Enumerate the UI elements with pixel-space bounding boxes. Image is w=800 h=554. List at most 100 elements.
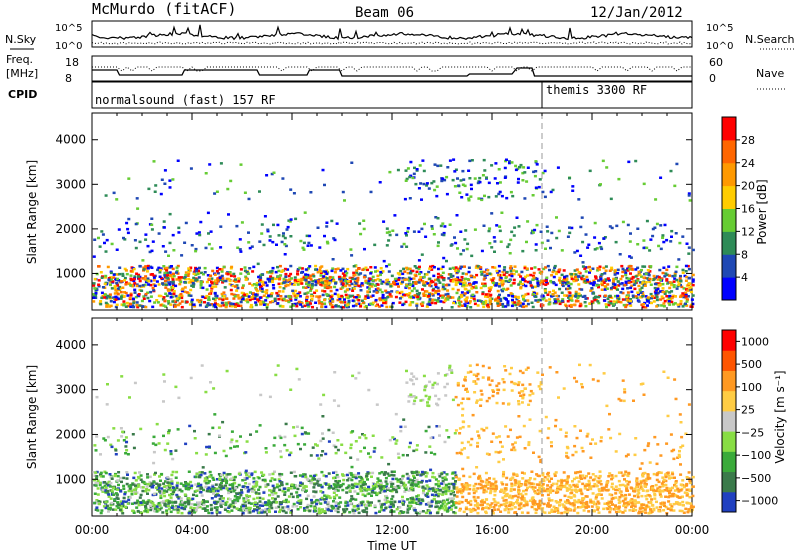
range-gate-cell bbox=[445, 488, 449, 491]
range-gate-cell bbox=[448, 368, 452, 372]
range-gate-cell bbox=[172, 490, 176, 493]
range-gate-cell bbox=[264, 451, 268, 454]
range-gate-cell bbox=[643, 265, 647, 268]
range-gate-cell bbox=[691, 475, 695, 479]
range-gate-cell bbox=[458, 295, 462, 299]
range-gate-cell bbox=[568, 286, 572, 290]
power-y-label: Slant Range [km] bbox=[25, 160, 39, 264]
range-gate-cell bbox=[667, 265, 671, 268]
range-gate-cell bbox=[225, 297, 229, 300]
range-gate-cell bbox=[305, 507, 309, 511]
range-gate-cell bbox=[585, 500, 589, 504]
range-gate-cell bbox=[104, 295, 108, 299]
range-gate-cell bbox=[300, 301, 304, 305]
range-gate-cell bbox=[638, 273, 642, 277]
range-gate-cell bbox=[643, 246, 647, 249]
range-gate-cell bbox=[161, 245, 165, 248]
range-gate-cell bbox=[323, 290, 327, 293]
range-gate-cell bbox=[663, 223, 667, 227]
range-gate-cell bbox=[374, 483, 378, 486]
range-gate-cell bbox=[637, 300, 641, 303]
range-gate-cell bbox=[364, 436, 368, 440]
range-gate-cell bbox=[506, 303, 510, 307]
range-gate-cell bbox=[151, 505, 155, 509]
range-gate-cell bbox=[461, 488, 465, 492]
range-gate-cell bbox=[295, 425, 299, 428]
range-gate-cell bbox=[484, 490, 488, 493]
range-gate-cell bbox=[479, 404, 483, 407]
range-gate-cell bbox=[609, 286, 613, 290]
range-gate-cell bbox=[263, 503, 267, 507]
range-gate-cell bbox=[315, 289, 319, 292]
range-gate-cell bbox=[482, 278, 486, 281]
range-gate-cell bbox=[530, 301, 534, 304]
range-gate-cell bbox=[485, 176, 488, 179]
range-gate-cell bbox=[149, 273, 153, 276]
range-gate-cell bbox=[389, 502, 393, 506]
range-gate-cell bbox=[665, 486, 669, 490]
range-gate-cell bbox=[677, 258, 681, 261]
range-gate-cell bbox=[468, 364, 472, 367]
range-gate-cell bbox=[408, 478, 412, 481]
range-gate-cell bbox=[441, 480, 445, 483]
range-gate-cell bbox=[535, 473, 539, 476]
range-gate-cell bbox=[243, 293, 247, 297]
range-gate-cell bbox=[120, 435, 124, 438]
range-gate-cell bbox=[364, 266, 368, 269]
range-gate-cell bbox=[510, 230, 514, 234]
range-gate-cell bbox=[92, 296, 96, 299]
range-gate-cell bbox=[303, 473, 307, 476]
range-gate-cell bbox=[435, 185, 439, 188]
range-gate-cell bbox=[202, 488, 205, 492]
range-gate-cell bbox=[463, 184, 467, 188]
range-gate-cell bbox=[575, 268, 579, 271]
range-gate-cell bbox=[543, 195, 547, 199]
range-gate-cell bbox=[543, 169, 547, 173]
range-gate-cell bbox=[358, 222, 362, 225]
range-gate-cell bbox=[225, 500, 229, 504]
range-gate-cell bbox=[564, 282, 568, 286]
range-gate-cell bbox=[171, 178, 175, 181]
range-gate-cell bbox=[683, 274, 687, 278]
range-gate-cell bbox=[470, 159, 474, 162]
range-gate-cell bbox=[273, 299, 277, 302]
range-gate-cell bbox=[556, 166, 560, 169]
range-gate-cell bbox=[594, 275, 597, 278]
range-gate-cell bbox=[516, 181, 520, 184]
range-gate-cell bbox=[258, 240, 262, 243]
range-gate-cell bbox=[246, 495, 250, 498]
range-gate-cell bbox=[175, 266, 179, 269]
range-gate-cell bbox=[578, 500, 582, 504]
range-gate-cell bbox=[396, 484, 400, 488]
colorbar-band bbox=[722, 208, 736, 232]
range-gate-cell bbox=[409, 277, 413, 281]
range-gate-cell bbox=[214, 483, 218, 486]
range-gate-cell bbox=[144, 292, 148, 296]
range-gate-cell bbox=[517, 415, 521, 418]
range-gate-cell bbox=[113, 285, 117, 288]
range-gate-cell bbox=[544, 279, 548, 282]
range-gate-cell bbox=[321, 289, 325, 293]
range-gate-cell bbox=[347, 299, 351, 303]
range-gate-cell bbox=[577, 489, 581, 492]
range-gate-cell bbox=[141, 486, 145, 489]
range-gate-cell bbox=[659, 278, 662, 282]
range-gate-cell bbox=[224, 484, 228, 488]
range-gate-cell bbox=[439, 164, 443, 167]
range-gate-cell bbox=[408, 175, 412, 179]
range-gate-cell bbox=[678, 489, 682, 492]
range-gate-cell bbox=[116, 287, 120, 290]
range-gate-cell bbox=[573, 499, 577, 502]
range-gate-cell bbox=[343, 199, 346, 202]
range-gate-cell bbox=[351, 289, 355, 292]
range-gate-cell bbox=[376, 481, 380, 484]
range-gate-cell bbox=[226, 473, 230, 476]
range-gate-cell bbox=[434, 290, 438, 293]
range-gate-cell bbox=[556, 294, 560, 298]
range-gate-cell bbox=[339, 280, 343, 283]
range-gate-cell bbox=[175, 278, 179, 281]
range-gate-cell bbox=[467, 266, 471, 269]
range-gate-cell bbox=[286, 279, 290, 282]
range-gate-cell bbox=[529, 284, 533, 287]
range-gate-cell bbox=[283, 443, 287, 447]
